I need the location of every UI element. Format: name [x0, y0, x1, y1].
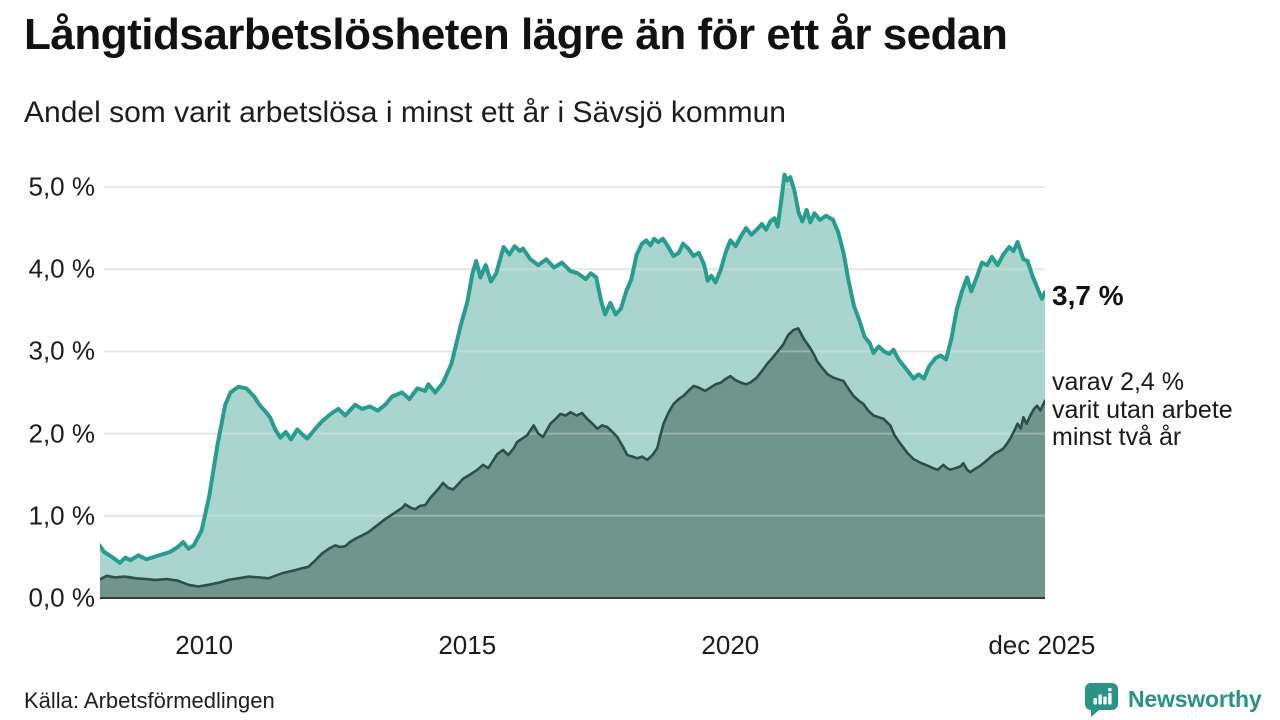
series-line	[100, 172, 1045, 565]
secondary-value-line: varit utan arbete	[1052, 395, 1233, 424]
secondary-value-line: minst två år	[1052, 423, 1182, 451]
y-tick-label: 4,0 %	[28, 253, 96, 284]
y-tick-label: 3,0 %	[28, 335, 96, 366]
secondary-value-label: varav 2,4 % varit utan arbete minst två …	[1052, 368, 1233, 452]
series-line	[100, 327, 1045, 588]
logo-text: Newsworthy	[1128, 685, 1262, 712]
x-tick-label: 2015	[438, 630, 497, 660]
latest-value-label: 3,7 %	[1052, 280, 1124, 311]
source-note: Källa: Arbetsförmedlingen	[24, 688, 275, 713]
x-tick-label: 2020	[701, 630, 760, 660]
area-fill	[100, 328, 1045, 598]
y-tick-label: 1,0 %	[28, 500, 96, 531]
bar-chart-speech-bubble-icon	[1084, 682, 1118, 717]
x-tick-label: 2010	[175, 630, 234, 660]
chart-subtitle: Andel som varit arbetslösa i minst ett å…	[24, 96, 786, 129]
y-tick-label: 5,0 %	[28, 171, 96, 202]
chart-title: Långtidsarbetslösheten lägre än för ett …	[24, 10, 1008, 59]
secondary-value-line: varav 2,4 %	[1052, 368, 1185, 396]
newsworthy-logo[interactable]: Newsworthy	[1084, 680, 1262, 718]
area-chart-plot	[100, 172, 1045, 599]
x-tick-label: dec 2025	[988, 630, 1096, 660]
y-tick-label: 0,0 %	[28, 582, 96, 613]
x-axis: 2010 2015 2020 dec 2025	[0, 630, 1280, 670]
y-axis: 5,0 % 4,0 % 3,0 % 2,0 % 1,0 % 0,0 %	[0, 0, 96, 720]
y-tick-label: 2,0 %	[28, 418, 96, 449]
